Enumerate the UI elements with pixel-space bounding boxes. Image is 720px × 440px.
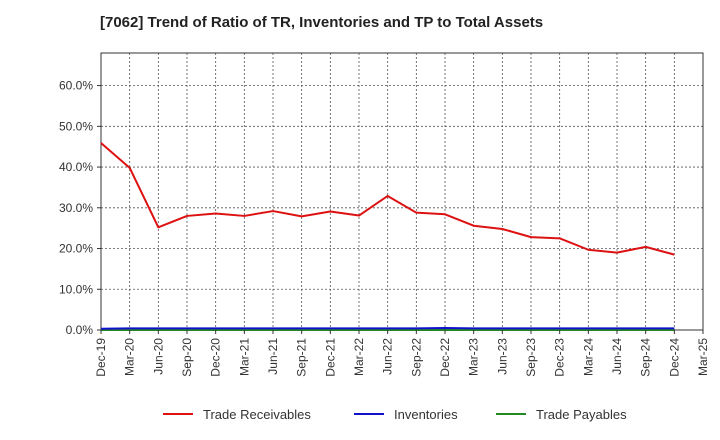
legend-item: Trade Receivables: [163, 404, 311, 424]
x-tick-label: Jun-21: [266, 338, 280, 375]
x-tick-label: Sep-23: [524, 338, 538, 377]
x-tick-label: Jun-22: [381, 338, 395, 375]
x-tick-label: Mar-20: [123, 338, 137, 376]
x-tick-label: Jun-23: [495, 338, 509, 375]
x-tick-label: Sep-24: [639, 338, 653, 377]
x-tick-label: Mar-22: [352, 338, 366, 376]
x-tick-label: Mar-24: [581, 338, 595, 376]
legend-label: Inventories: [394, 406, 458, 422]
y-tick-label: 60.0%: [59, 79, 93, 93]
y-tick-label: 0.0%: [66, 323, 94, 337]
chart-title: [7062] Trend of Ratio of TR, Inventories…: [100, 14, 544, 31]
legend-swatch: [354, 413, 384, 415]
legend-label: Trade Payables: [536, 406, 627, 422]
x-tick-label: Dec-22: [438, 338, 452, 377]
legend-item: Trade Payables: [496, 404, 627, 424]
legend-label: Trade Receivables: [203, 406, 311, 422]
x-tick-label: Mar-25: [696, 338, 710, 376]
legend-swatch: [496, 413, 526, 415]
x-tick-label: Sep-21: [295, 338, 309, 377]
x-tick-label: Dec-24: [667, 338, 681, 377]
x-tick-label: Jun-20: [151, 338, 165, 375]
x-tick-label: Dec-19: [94, 338, 108, 377]
x-tick-label: Dec-21: [323, 338, 337, 377]
x-tick-label: Dec-23: [553, 338, 567, 377]
x-tick-label: Sep-20: [180, 338, 194, 377]
x-tick-label: Jun-24: [610, 338, 624, 375]
grid-lines: [101, 53, 703, 330]
y-tick-label: 20.0%: [59, 242, 93, 256]
x-tick-label: Dec-20: [209, 338, 223, 377]
y-tick-label: 40.0%: [59, 160, 93, 174]
x-tick-label: Mar-21: [237, 338, 251, 376]
x-tick-label: Mar-23: [467, 338, 481, 376]
y-tick-label: 30.0%: [59, 201, 93, 215]
series-line-trade-receivables: [100, 142, 675, 256]
plot-area-border: [100, 52, 704, 331]
x-axis-ticks: Dec-19 Mar-20 Jun-20 Sep-20 Dec-20 Mar-21 Jun-…: [94, 330, 710, 377]
series-line-inventories: [100, 326, 675, 330]
legend-item: Inventories: [354, 404, 458, 424]
legend-swatch: [163, 413, 193, 415]
y-axis-ticks: 0.0% 10.0% 20.0% 30.0% 40.0% 50.0% 60.0%: [59, 79, 101, 337]
legend: Trade Receivables Inventories Trade Payabl…: [0, 404, 720, 424]
x-tick-label: Sep-22: [409, 338, 423, 377]
y-tick-label: 50.0%: [59, 119, 93, 133]
y-tick-label: 10.0%: [59, 282, 93, 296]
